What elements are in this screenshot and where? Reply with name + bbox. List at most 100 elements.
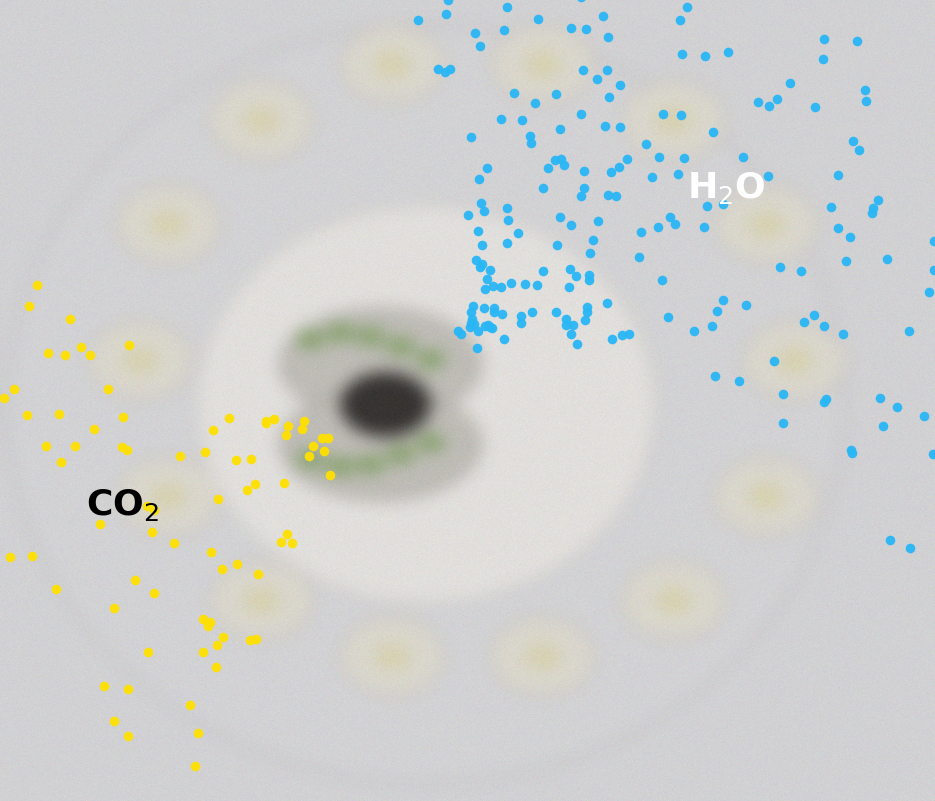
- Point: [575, 64, 590, 77]
- Point: [673, 108, 688, 121]
- Point: [266, 413, 281, 425]
- Point: [578, 314, 593, 327]
- Point: [484, 322, 499, 335]
- Point: [582, 268, 597, 281]
- Point: [228, 453, 243, 466]
- Point: [277, 477, 292, 489]
- Point: [471, 325, 486, 338]
- Point: [470, 342, 485, 355]
- Point: [499, 0, 514, 13]
- Point: [535, 182, 550, 195]
- Point: [797, 316, 812, 328]
- Point: [870, 194, 885, 207]
- Point: [672, 14, 687, 26]
- Point: [306, 439, 321, 452]
- Point: [580, 300, 595, 313]
- Point: [842, 231, 857, 244]
- Point: [204, 545, 219, 558]
- Point: [597, 120, 612, 133]
- Point: [249, 632, 264, 645]
- Point: [216, 631, 231, 644]
- Point: [568, 270, 583, 283]
- Point: [611, 161, 626, 174]
- Point: [817, 395, 832, 408]
- Point: [582, 273, 597, 286]
- Point: [706, 126, 721, 139]
- Point: [525, 306, 539, 319]
- Point: [612, 79, 627, 92]
- Point: [698, 50, 712, 62]
- Point: [783, 77, 798, 90]
- Point: [579, 305, 594, 318]
- Point: [926, 447, 935, 460]
- Point: [596, 10, 611, 22]
- Point: [550, 238, 565, 251]
- Point: [477, 320, 492, 332]
- Point: [558, 319, 573, 332]
- Point: [808, 100, 823, 113]
- Point: [835, 327, 850, 340]
- Point: [466, 300, 481, 313]
- Point: [410, 14, 425, 26]
- Point: [902, 542, 917, 555]
- Point: [554, 153, 568, 166]
- Point: [497, 332, 512, 345]
- Point: [843, 444, 858, 457]
- Point: [20, 409, 35, 421]
- Point: [442, 62, 457, 75]
- Point: [301, 449, 316, 462]
- Point: [107, 714, 122, 727]
- Point: [574, 0, 589, 3]
- Point: [807, 309, 822, 322]
- Point: [818, 393, 833, 406]
- Point: [248, 477, 263, 490]
- Point: [107, 602, 122, 614]
- Point: [284, 537, 299, 549]
- Point: [453, 328, 468, 340]
- Point: [195, 646, 210, 659]
- Point: [440, 0, 455, 6]
- Point: [273, 535, 288, 548]
- Point: [529, 279, 544, 292]
- Point: [173, 450, 188, 463]
- Point: [766, 355, 781, 368]
- Point: [849, 34, 864, 47]
- Point: [500, 236, 515, 249]
- Point: [195, 612, 210, 625]
- Point: [323, 469, 338, 481]
- Point: [499, 202, 514, 215]
- Point: [500, 213, 515, 226]
- Point: [480, 161, 495, 174]
- Point: [699, 199, 714, 212]
- Point: [280, 527, 295, 540]
- Point: [22, 300, 36, 312]
- Point: [244, 453, 259, 465]
- Point: [527, 97, 542, 110]
- Point: [191, 726, 206, 739]
- Point: [816, 52, 831, 65]
- Point: [473, 196, 488, 209]
- Point: [857, 83, 872, 96]
- Point: [478, 282, 493, 295]
- Point: [632, 251, 647, 264]
- Point: [601, 30, 616, 43]
- Point: [662, 211, 677, 223]
- Point: [242, 634, 257, 647]
- Point: [140, 646, 155, 658]
- Point: [54, 456, 69, 469]
- Point: [866, 202, 881, 215]
- Point: [553, 123, 568, 135]
- Point: [614, 328, 629, 341]
- Point: [203, 616, 218, 629]
- Point: [314, 432, 329, 445]
- Point: [127, 574, 142, 586]
- Point: [639, 137, 654, 150]
- Point: [121, 730, 136, 743]
- Point: [562, 280, 577, 293]
- Point: [87, 423, 102, 436]
- Point: [140, 499, 155, 512]
- Point: [761, 169, 776, 182]
- Point: [57, 348, 72, 361]
- Point: [590, 215, 605, 227]
- Point: [201, 619, 216, 632]
